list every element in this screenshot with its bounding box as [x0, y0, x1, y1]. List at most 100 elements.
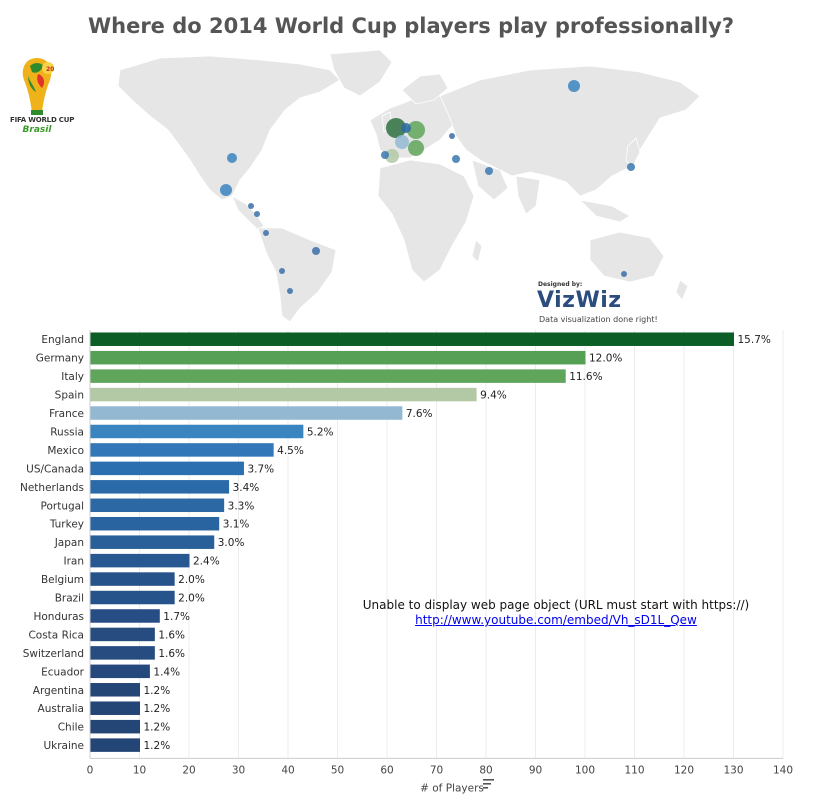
x-axis-title: # of Players: [420, 782, 484, 794]
x-tick-label: 100: [575, 764, 595, 776]
bar-italy[interactable]: [90, 369, 566, 383]
map-point-ecuador[interactable]: [263, 230, 269, 236]
map-point-iran[interactable]: [485, 167, 493, 175]
data-label: 15.7%: [738, 334, 771, 346]
map-point-mexico[interactable]: [220, 184, 232, 196]
x-tick-label: 10: [133, 764, 146, 776]
page-title: Where do 2014 World Cup players play pro…: [87, 14, 735, 38]
category-label: Australia: [38, 703, 84, 715]
map-point-france[interactable]: [395, 135, 409, 149]
map-point-portugal[interactable]: [381, 151, 389, 159]
bar-spain[interactable]: [90, 387, 477, 402]
world-map: [117, 49, 701, 323]
bar-switzerland[interactable]: [90, 646, 155, 660]
bar-france[interactable]: [90, 406, 403, 420]
category-label: Costa Rica: [28, 629, 84, 641]
category-label: Belgium: [41, 574, 84, 586]
data-label: 3.1%: [223, 519, 250, 531]
bar-turkey[interactable]: [90, 516, 220, 531]
x-tick-label: 80: [479, 764, 492, 776]
embed-link[interactable]: http://www.youtube.com/embed/Vh_sD1L_Qew: [415, 613, 697, 627]
embed-error-message: Unable to display web page object (URL m…: [362, 598, 750, 612]
data-label: 9.4%: [480, 390, 507, 402]
x-tick-label: 130: [723, 764, 743, 776]
bar-portugal[interactable]: [90, 498, 225, 513]
category-label: France: [49, 408, 84, 420]
data-label: 1.4%: [153, 666, 180, 678]
x-tick-label: 110: [624, 764, 644, 776]
category-label: Chile: [58, 722, 84, 734]
category-label: Portugal: [41, 500, 85, 512]
data-label: 1.6%: [158, 629, 185, 641]
bar-ukraine[interactable]: [90, 738, 141, 752]
map-point-netherlands[interactable]: [401, 123, 411, 133]
data-label: 3.7%: [247, 463, 274, 475]
map-point-honduras[interactable]: [248, 203, 254, 209]
category-label: Spain: [55, 390, 84, 402]
x-tick-label: 90: [529, 764, 542, 776]
map-point-russia[interactable]: [568, 80, 580, 92]
x-tick-label: 70: [430, 764, 443, 776]
map-point-japan[interactable]: [627, 163, 635, 171]
data-label: 3.0%: [218, 537, 245, 549]
x-tick-label: 50: [331, 764, 344, 776]
bar-chart: England 15.7% Germany 12.0% Italy 11.6% Spain 9…: [20, 330, 793, 794]
bar-japan[interactable]: [90, 535, 215, 549]
category-label: Turkey: [49, 519, 84, 531]
bar-us-canada[interactable]: [90, 461, 244, 476]
logo-text-brasil: Brasil: [22, 125, 52, 135]
data-label: 3.4%: [233, 482, 260, 494]
data-label: 11.6%: [569, 371, 602, 383]
designed-by-label: Designed by:: [538, 281, 583, 288]
bar-iran[interactable]: [90, 553, 190, 568]
data-label: 1.6%: [158, 648, 185, 660]
bar-netherlands[interactable]: [90, 480, 230, 494]
data-label: 5.2%: [307, 426, 334, 438]
map-point-england[interactable]: [386, 118, 406, 138]
map-point-turkey[interactable]: [452, 155, 460, 163]
data-label: 1.2%: [144, 685, 171, 697]
map-point-australia[interactable]: [621, 271, 627, 277]
category-label: Germany: [36, 353, 84, 365]
svg-text:20: 20: [46, 66, 54, 73]
category-label: Switzerland: [23, 648, 84, 660]
bar-england[interactable]: [90, 332, 735, 346]
x-tick-label: 0: [87, 764, 94, 776]
x-tick-label: 60: [380, 764, 393, 776]
data-label: 1.7%: [163, 611, 190, 623]
bar-mexico[interactable]: [90, 443, 274, 457]
map-point-brazil[interactable]: [312, 247, 320, 255]
vizwiz-tagline: Data visualization done right!: [539, 315, 658, 324]
data-label: 3.3%: [228, 500, 255, 512]
bar-argentina[interactable]: [90, 683, 141, 697]
map-point-ukraine[interactable]: [449, 133, 455, 139]
map-point-argentina[interactable]: [287, 288, 293, 294]
data-label: 1.2%: [144, 722, 171, 734]
map-point-chile[interactable]: [279, 268, 285, 274]
map-point-spain[interactable]: [385, 149, 399, 163]
x-tick-label: 20: [182, 764, 195, 776]
category-label: Italy: [61, 371, 84, 383]
bar-honduras[interactable]: [90, 609, 160, 623]
category-label: Iran: [63, 556, 84, 568]
sort-icon[interactable]: [483, 778, 495, 790]
map-point-italy[interactable]: [408, 140, 424, 156]
bar-germany[interactable]: [90, 350, 586, 365]
category-label: Brazil: [55, 593, 84, 605]
bar-belgium[interactable]: [90, 572, 175, 586]
map-point-costa-rica[interactable]: [254, 211, 260, 217]
data-label: 2.0%: [178, 593, 205, 605]
bar-chile[interactable]: [90, 719, 141, 734]
bar-brazil[interactable]: [90, 590, 175, 605]
map-point-germany[interactable]: [407, 121, 425, 139]
x-tick-label: 140: [773, 764, 793, 776]
bar-australia[interactable]: [90, 701, 141, 715]
x-tick-label: 120: [674, 764, 694, 776]
category-label: Argentina: [33, 685, 84, 697]
map-point-us-canada[interactable]: [227, 153, 237, 163]
bar-russia[interactable]: [90, 424, 304, 439]
bar-costa-rica[interactable]: [90, 627, 155, 642]
category-label: England: [41, 334, 84, 346]
world-cup-logo: 20: [22, 58, 54, 115]
bar-ecuador[interactable]: [90, 664, 150, 679]
